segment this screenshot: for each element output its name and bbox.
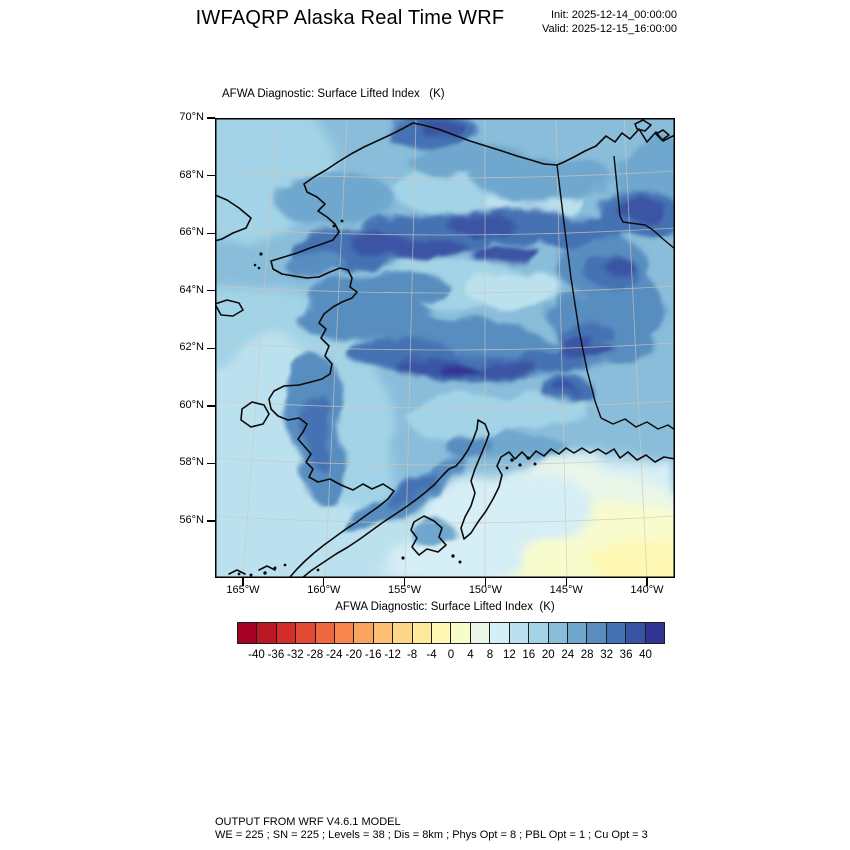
colorbar-tick-label: 40 — [639, 649, 652, 661]
xaxis-title: AFWA Diagnostic: Surface Lifted Index (K… — [335, 601, 555, 613]
lat-tick-label: 64°N — [179, 283, 204, 296]
lat-tick-mark — [207, 117, 215, 119]
nunivak-island — [240, 401, 270, 428]
lat-tick-label: 62°N — [179, 341, 204, 354]
kodiak-island — [410, 515, 447, 556]
colorbar-cell — [314, 622, 336, 644]
alaska-coastline — [215, 119, 675, 578]
colorbar-cell — [411, 622, 433, 644]
page-title: IWFAQRP Alaska Real Time WRF — [195, 7, 505, 29]
colorbar-tick-label: -32 — [287, 649, 304, 661]
lon-tick-label: 165°W — [226, 584, 260, 596]
run-info: Init: 2025-12-14_00:00:00 Valid: 2025-12… — [457, 9, 677, 36]
lon-tick-mark — [242, 578, 244, 586]
colorbar-tick-label: 4 — [467, 649, 474, 661]
colorbar-cell — [392, 622, 413, 644]
colorbar-tick-label: -24 — [325, 649, 343, 661]
colorbar-tick-label: -4 — [426, 649, 437, 661]
plot-frame — [215, 118, 675, 578]
footer-line2: WE = 225 ; SN = 225 ; Levels = 38 ; Dis … — [215, 829, 648, 841]
map-canvas — [215, 118, 675, 578]
colorbar-cell — [353, 622, 374, 644]
colorbar-tick-label: -28 — [306, 649, 324, 661]
lat-tick-label: 70°N — [179, 111, 204, 123]
colorbar-cell — [489, 622, 510, 644]
colorbar-tick-label: 0 — [447, 649, 455, 661]
small-islands — [237, 219, 537, 577]
colorbar-cell — [644, 622, 665, 644]
colorbar-cell — [528, 622, 549, 644]
colorbar-cell — [586, 622, 607, 644]
lat-tick-mark — [207, 290, 215, 292]
lat-tick-label: 66°N — [179, 226, 204, 239]
colorbar-cell — [625, 622, 646, 644]
colorbar-tick-label: -40 — [248, 649, 265, 661]
lon-tick-mark — [404, 578, 406, 586]
lat-tick-label: 68°N — [179, 168, 204, 181]
colorbar-cell — [566, 622, 588, 644]
border-141w — [556, 164, 602, 419]
lon-tick-label: 140°W — [630, 584, 664, 596]
lat-tick-mark — [207, 520, 215, 522]
lon-tick-label: 155°W — [388, 584, 422, 596]
lat-tick-mark — [207, 232, 215, 234]
colorbar-tick-label: 8 — [486, 649, 494, 661]
colorbar-tick-label: 12 — [502, 649, 516, 661]
lon-tick-mark — [646, 578, 648, 586]
lat-tick-label: 58°N — [179, 456, 204, 469]
lat-tick-mark — [207, 462, 215, 465]
colorbar-tick-label: -16 — [364, 649, 382, 661]
init-time-label: Init: 2025-12-14_00:00:00 — [551, 9, 677, 21]
colorbar-cell — [372, 622, 394, 644]
colorbar-cell — [256, 622, 277, 644]
lat-tick-mark — [207, 174, 215, 177]
colorbar-cell — [605, 622, 627, 644]
colorbar-cell — [334, 622, 355, 644]
lat-tick-label: 60°N — [179, 398, 204, 411]
colorbar-cell — [508, 622, 530, 644]
colorbar-tick-label: 24 — [561, 649, 575, 661]
valid-time-label: Valid: 2025-12-15_16:00:00 — [542, 22, 677, 35]
lifted-index-map — [215, 118, 675, 578]
canada-border-lines — [556, 155, 675, 431]
chukotka-coast — [215, 194, 252, 242]
lon-tick-mark — [323, 578, 325, 586]
lat-tick-mark — [207, 405, 215, 407]
footer-note: OUTPUT FROM WRF V4.6.1 MODEL WE = 225 ; … — [215, 816, 648, 842]
colorbar-tick-label: 28 — [580, 649, 594, 661]
colorbar-cell — [450, 622, 471, 644]
colorbar-tick-label: 36 — [619, 649, 633, 661]
lon-tick-label: 160°W — [307, 584, 341, 596]
st-lawrence-island — [215, 299, 244, 317]
colorbar-cell — [469, 622, 491, 644]
colorbar-tick-label: -20 — [345, 649, 363, 661]
colorbar-tick-label: -8 — [406, 649, 418, 661]
lon-tick-label: 150°W — [468, 584, 502, 596]
colorbar-tick-label: -36 — [267, 649, 285, 661]
colorbar-cell — [295, 622, 316, 644]
lat-tick-mark — [207, 347, 215, 349]
colorbar-tick-label: 32 — [600, 649, 614, 661]
colorbar-cell — [547, 622, 568, 644]
graticule — [215, 118, 675, 578]
colorbar — [237, 622, 665, 644]
field-terrain-ridges — [275, 118, 675, 549]
colorbar-tick-label: 16 — [522, 649, 536, 661]
lon-tick-label: 145°W — [549, 584, 583, 596]
lat-tick-label: 56°N — [179, 513, 204, 526]
colorbar-cell — [237, 622, 258, 644]
colorbar-tick-label: 20 — [541, 649, 555, 661]
lon-tick-mark — [565, 578, 567, 586]
colorbar-tick-label: -12 — [384, 649, 401, 661]
colorbar-cell — [431, 622, 452, 644]
footer-line1: OUTPUT FROM WRF V4.6.1 MODEL — [215, 816, 401, 828]
plot-title: AFWA Diagnostic: Surface Lifted Index (K… — [222, 88, 445, 100]
colorbar-cell — [275, 622, 297, 644]
lon-tick-mark — [484, 578, 487, 586]
